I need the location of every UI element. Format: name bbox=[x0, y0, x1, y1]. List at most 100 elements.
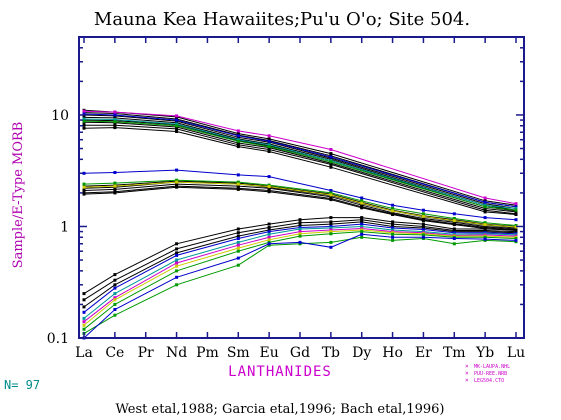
series-point bbox=[329, 222, 333, 226]
series-point bbox=[267, 139, 271, 143]
series-point bbox=[236, 227, 240, 231]
series-point bbox=[175, 182, 179, 186]
series-point bbox=[329, 220, 333, 224]
series-point bbox=[329, 240, 333, 244]
series-point bbox=[82, 189, 86, 192]
series-point bbox=[236, 173, 240, 177]
series-point bbox=[236, 145, 240, 149]
series-point bbox=[329, 230, 333, 234]
x-tick-label: Dy bbox=[352, 345, 371, 361]
series-point bbox=[483, 210, 487, 214]
series-point bbox=[113, 116, 117, 120]
series-point bbox=[82, 320, 86, 324]
series-point bbox=[175, 253, 179, 257]
series-point bbox=[452, 223, 456, 227]
series-point bbox=[360, 230, 364, 234]
series-point bbox=[236, 263, 240, 267]
x-tick-labels: La Ce Pr Nd Pm Sm Eu Gd Tb Dy Ho Er Tm Yb Lu bbox=[75, 345, 525, 361]
series-point bbox=[391, 231, 395, 235]
series-point bbox=[483, 205, 487, 209]
series-point bbox=[483, 221, 487, 225]
series-point bbox=[175, 242, 179, 246]
x-tick-label: Eu bbox=[260, 345, 279, 361]
legend: × MK-LAUPA.NHL × PUU-REE.NRB × LEG504.CTO bbox=[465, 363, 510, 384]
series-point bbox=[113, 181, 117, 185]
series-point bbox=[391, 222, 395, 226]
series-point bbox=[267, 228, 271, 232]
series-point bbox=[236, 234, 240, 238]
series-point bbox=[360, 201, 364, 205]
series-point bbox=[113, 296, 117, 300]
series-point bbox=[175, 269, 179, 273]
x-axis-label: LANTHANIDES bbox=[228, 364, 332, 380]
series-point bbox=[298, 234, 302, 238]
series-point bbox=[329, 228, 333, 232]
legend-marker: × bbox=[465, 370, 469, 377]
legend-label: PUU-REE.NRB bbox=[474, 371, 507, 377]
series-point bbox=[82, 126, 86, 130]
series-point bbox=[421, 214, 425, 218]
series-point bbox=[298, 221, 302, 225]
series-point bbox=[175, 122, 179, 126]
series-line bbox=[83, 169, 517, 221]
series-point bbox=[236, 180, 240, 184]
x-tick-label: Tm bbox=[443, 345, 466, 361]
series-point bbox=[175, 118, 179, 122]
y-tick-labels: 0.1 1 10 bbox=[47, 108, 69, 347]
series-point bbox=[113, 184, 117, 188]
series-point bbox=[82, 182, 86, 186]
series-point bbox=[267, 134, 271, 138]
series-point bbox=[82, 292, 86, 296]
series-point bbox=[329, 232, 333, 236]
series-point bbox=[483, 237, 487, 241]
series-point bbox=[113, 123, 117, 127]
series-layer bbox=[82, 108, 518, 340]
series-point bbox=[236, 187, 240, 191]
series-point bbox=[175, 283, 179, 287]
series-point bbox=[329, 165, 333, 169]
series-line bbox=[83, 225, 517, 319]
series-line bbox=[83, 179, 517, 226]
series-point bbox=[236, 231, 240, 235]
series-line bbox=[83, 185, 517, 230]
legend-label: LEG504.CTO bbox=[474, 378, 504, 384]
x-tick-label: Lu bbox=[507, 345, 525, 361]
series-point bbox=[175, 185, 179, 189]
series-point bbox=[236, 243, 240, 247]
series-point bbox=[113, 273, 117, 277]
series-point bbox=[391, 220, 395, 224]
series-point bbox=[421, 219, 425, 223]
x-tick-label: Sm bbox=[227, 345, 250, 361]
series-point bbox=[82, 123, 86, 127]
series-point bbox=[267, 232, 271, 236]
series-point bbox=[236, 182, 240, 186]
series-point bbox=[113, 302, 117, 306]
series-point bbox=[514, 237, 518, 240]
series-point bbox=[113, 278, 117, 282]
series-point bbox=[82, 323, 86, 327]
x-tick-label: Gd bbox=[290, 345, 310, 361]
series-point bbox=[329, 216, 333, 220]
x-tick-label: Pm bbox=[196, 345, 219, 361]
series-point bbox=[267, 235, 271, 239]
series-point bbox=[360, 220, 364, 224]
series-point bbox=[391, 203, 395, 207]
series-point bbox=[82, 109, 86, 113]
series-point bbox=[421, 222, 425, 226]
series-point bbox=[175, 264, 179, 268]
series-point bbox=[267, 150, 271, 153]
series-point bbox=[421, 228, 425, 231]
series-point bbox=[360, 232, 364, 236]
series-point bbox=[175, 251, 179, 255]
series-point bbox=[236, 138, 240, 142]
plot-area: 0.1 1 10 La Ce Pr Nd Pm Sm Eu Gd Tb Dy Ho Er Tm Yb Lu bbox=[47, 36, 525, 361]
series-point bbox=[298, 240, 302, 244]
series-point bbox=[175, 261, 179, 265]
x-tick-label: Ce bbox=[105, 345, 124, 361]
series-point bbox=[236, 240, 240, 244]
series-line bbox=[83, 110, 517, 205]
series-point bbox=[329, 162, 333, 166]
series-point bbox=[391, 238, 395, 242]
series-point bbox=[329, 193, 333, 197]
series-line bbox=[83, 231, 517, 330]
